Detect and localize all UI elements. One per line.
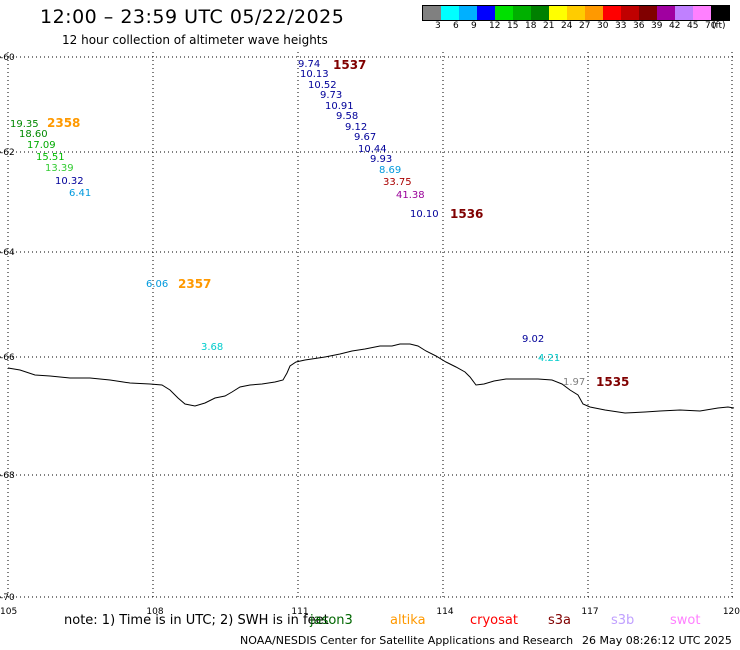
pass-time-label: 1535 [596,375,629,389]
pass-time-label: 2357 [178,277,211,291]
legend-swatch [567,6,585,20]
legend-label: 3 [435,21,441,31]
wave-height-value: 41.38 [396,190,425,201]
wave-height-value: 6.41 [69,188,91,199]
legend-label: 15 [507,21,519,31]
legend-swatch [621,6,639,20]
footer-timestamp: 26 May 08:26:12 UTC 2025 [582,634,732,647]
satellite-legend-item: cryosat [470,613,518,628]
legend-swatch [711,6,729,20]
longitude-tick-label: 111 [291,607,308,617]
legend-swatch [675,6,693,20]
legend-swatch [549,6,567,20]
legend-swatch [585,6,603,20]
wave-height-value: 10.13 [300,69,329,80]
wave-height-value: 9.58 [336,111,358,122]
legend-label: 42 [669,21,681,31]
pass-time-label: 2358 [47,116,80,130]
wave-height-value: 19.35 [10,119,39,130]
legend-label: 45 [687,21,699,31]
legend-swatch [657,6,675,20]
wave-height-value: 9.67 [354,132,376,143]
legend-swatch [459,6,477,20]
wave-height-value: 6.06 [146,279,168,290]
longitude-tick-label: 114 [436,607,453,617]
wave-height-value: 18.60 [19,129,48,140]
legend-label: 12 [489,21,501,31]
graticule [0,52,734,600]
latitude-tick-label: -62 [0,148,15,158]
legend-label: 39 [651,21,663,31]
wave-height-value: 15.51 [36,152,65,163]
legend-swatch [477,6,495,20]
latitude-tick-label: -70 [0,593,15,603]
pass-time-label: 1537 [333,58,366,72]
wave-height-value: 13.39 [45,163,74,174]
wave-height-value: 10.91 [325,101,354,112]
legend-swatch [531,6,549,20]
legend-label: 21 [543,21,555,31]
wave-height-value: 1.97 [563,377,585,388]
page-title: 12:00 – 23:59 UTC 05/22/2025 [40,6,345,28]
legend-swatch [693,6,711,20]
satellite-legend-item: s3b [611,613,635,628]
wave-height-value: 9.93 [370,154,392,165]
longitude-tick-label: 120 [723,607,740,617]
legend-label: 36 [633,21,645,31]
pass-labels: 1537 2358 1536 2357 1535 [47,58,629,389]
longitude-tick-label: 117 [581,607,598,617]
legend-swatch [603,6,621,20]
wave-height-labels: 9.7410.1310.529.7310.919.589.129.6710.44… [10,59,585,388]
latitude-tick-label: -66 [0,353,15,363]
footer-credit: NOAA/NESDIS Center for Satellite Applica… [240,634,574,647]
legend-label: (ft) [712,21,726,31]
legend-swatch [639,6,657,20]
color-legend [422,5,730,21]
wave-height-value: 9.73 [320,90,342,101]
legend-label: 27 [579,21,591,31]
antarctic-coastline [7,343,735,414]
latitude-tick-label: -60 [0,53,15,63]
legend-swatch [441,6,459,20]
legend-label: 70 [705,21,717,31]
wave-height-value: 3.68 [201,342,223,353]
wave-height-value: 9.74 [298,59,320,70]
legend-label: 30 [597,21,609,31]
wave-height-value: 4.21 [538,353,560,364]
legend-label: 9 [471,21,477,31]
wave-height-value: 10.10 [410,209,439,220]
wave-height-value: 9.12 [345,122,367,133]
legend-label: 33 [615,21,627,31]
satellite-legend-item: swot [670,613,701,628]
page-subtitle: 12 hour collection of altimeter wave hei… [62,33,328,47]
latitude-tick-label: -68 [0,471,15,481]
satellite-legend-item: s3a [548,613,572,628]
legend-swatch [495,6,513,20]
satellite-legend-item: altika [390,613,426,628]
pass-time-label: 1536 [450,207,483,221]
wave-height-value: 33.75 [383,177,412,188]
axis-tick-labels: 105 108 111 114 117 120 -60 -62 -64 -66 -68 -70 [0,53,740,617]
longitude-tick-label: 105 [0,607,17,617]
wave-height-value: 10.44 [358,144,387,155]
legend-swatch [423,6,441,20]
legend-swatch [513,6,531,20]
wave-height-value: 10.32 [55,176,84,187]
footnote: note: 1) Time is in UTC; 2) SWH is in fe… [64,613,329,628]
wave-height-value: 17.09 [27,140,56,151]
wave-height-value: 10.52 [308,80,337,91]
wave-height-value: 9.02 [522,334,544,345]
wave-height-value: 8.69 [379,165,401,176]
longitude-tick-label: 108 [146,607,163,617]
legend-label: 18 [525,21,537,31]
latitude-tick-label: -64 [0,248,15,258]
legend-label: 24 [561,21,573,31]
legend-label: 6 [453,21,459,31]
satellite-legend-item: jason3 [310,613,353,628]
